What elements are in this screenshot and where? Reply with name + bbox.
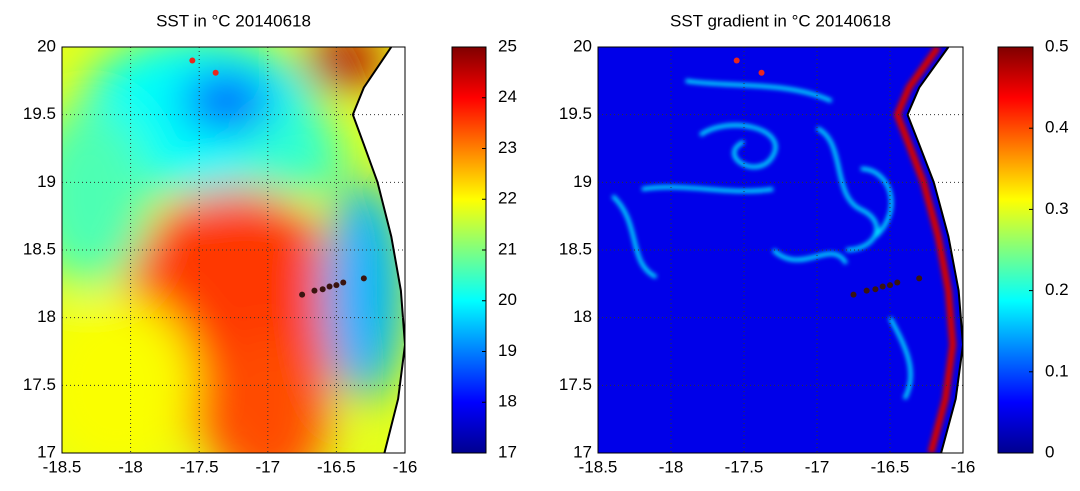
colorbar-tick-label: 18 xyxy=(498,392,517,411)
station xyxy=(299,291,306,298)
colorbar-tick-label: 0.5 xyxy=(1045,36,1069,55)
front xyxy=(815,126,879,252)
colorbar-tick-label: 21 xyxy=(498,239,517,258)
colorbar-tick-label: 24 xyxy=(498,87,517,106)
field-blob xyxy=(62,295,197,453)
front xyxy=(611,194,658,279)
station xyxy=(863,287,870,294)
axes-frame xyxy=(597,46,964,454)
y-tick-label: 17.5 xyxy=(23,375,56,394)
station xyxy=(916,275,923,282)
station xyxy=(894,279,901,286)
x-tick-label: -18 xyxy=(659,457,684,476)
colorbar-tick-label: 22 xyxy=(498,189,517,208)
y-tick-label: 18.5 xyxy=(559,239,592,258)
axes-frame xyxy=(61,46,406,454)
front xyxy=(771,248,848,265)
y-tick-label: 18 xyxy=(37,307,56,326)
colorbar-tick-label: 25 xyxy=(498,36,517,55)
x-tick-label: -16 xyxy=(393,457,418,476)
field-blob xyxy=(181,71,272,132)
x-tick-label: -16 xyxy=(951,457,976,476)
y-tick-label: 18 xyxy=(573,307,592,326)
station xyxy=(189,57,196,64)
map-field xyxy=(62,47,405,453)
colorbar xyxy=(997,46,1034,454)
x-tick-label: -17.5 xyxy=(180,457,219,476)
station xyxy=(360,275,367,282)
front xyxy=(699,123,778,169)
field-blob xyxy=(245,115,346,196)
station xyxy=(326,283,333,290)
station xyxy=(887,282,893,289)
station xyxy=(319,286,326,293)
front xyxy=(641,185,774,194)
x-tick-label: -17.5 xyxy=(725,457,764,476)
colorbar-tick-label: 20 xyxy=(498,290,517,309)
colorbar-tick-label: 0.2 xyxy=(1045,280,1069,299)
station xyxy=(879,283,886,290)
field-blob xyxy=(303,47,384,91)
colorbar-tick-label: 23 xyxy=(498,138,517,157)
front xyxy=(685,78,833,103)
station xyxy=(850,291,857,298)
x-tick-label: -18.5 xyxy=(43,457,82,476)
front xyxy=(860,166,894,238)
y-tick-label: 20 xyxy=(37,36,56,55)
x-tick-label: -18.5 xyxy=(579,457,618,476)
field-fronts xyxy=(611,47,957,453)
station xyxy=(340,279,347,286)
station xyxy=(311,287,318,294)
station xyxy=(733,57,740,64)
chart-title: SST gradient in °C 20140618 xyxy=(670,11,891,30)
station xyxy=(333,282,340,289)
coastline xyxy=(906,47,963,453)
y-tick-label: 19.5 xyxy=(559,104,592,123)
y-tick-label: 19 xyxy=(37,172,56,191)
station xyxy=(758,69,765,76)
map-field xyxy=(598,47,963,453)
x-tick-label: -17 xyxy=(805,457,830,476)
y-tick-label: 17 xyxy=(37,442,56,461)
front xyxy=(888,316,913,400)
y-tick-label: 19.5 xyxy=(23,104,56,123)
x-tick-label: -18 xyxy=(118,457,143,476)
x-tick-label: -17 xyxy=(256,457,281,476)
y-tick-label: 17 xyxy=(573,442,592,461)
station xyxy=(212,69,219,76)
colorbar-tick-label: 19 xyxy=(498,341,517,360)
y-tick-label: 17.5 xyxy=(559,375,592,394)
chart-title: SST in °C 20140618 xyxy=(156,11,311,30)
colorbar-tick-label: 0.1 xyxy=(1045,361,1069,380)
x-tick-label: -16.5 xyxy=(871,457,910,476)
station xyxy=(872,286,879,293)
colorbar-tick-label: 0.3 xyxy=(1045,199,1069,218)
field-blobs xyxy=(62,47,404,453)
y-tick-label: 20 xyxy=(573,36,592,55)
colorbar-tick-label: 0.4 xyxy=(1045,118,1069,137)
field-blob xyxy=(323,180,404,401)
y-tick-label: 18.5 xyxy=(23,239,56,258)
coastal-front xyxy=(893,47,957,453)
x-tick-label: -16.5 xyxy=(317,457,356,476)
field-blob xyxy=(207,332,328,453)
coastline xyxy=(351,47,405,453)
colorbar-tick-label: 0 xyxy=(1045,442,1054,461)
colorbar-tick-label: 17 xyxy=(498,442,517,461)
field-blob xyxy=(62,105,150,286)
y-tick-label: 19 xyxy=(573,172,592,191)
colorbar xyxy=(451,46,487,454)
